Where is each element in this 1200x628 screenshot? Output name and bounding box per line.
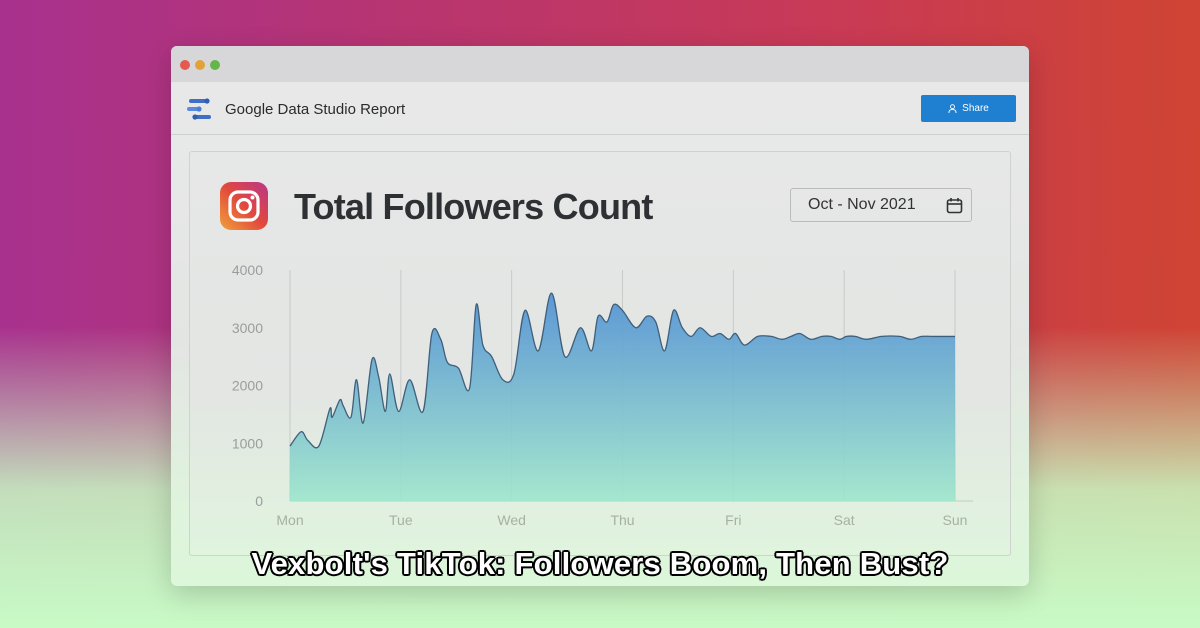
- window-titlebar: [171, 46, 1029, 82]
- share-button[interactable]: Share: [921, 95, 1016, 122]
- x-tick-label: Fri: [725, 512, 741, 528]
- followers-area-fill: [290, 293, 955, 501]
- y-tick-label: 1000: [232, 435, 263, 451]
- instagram-icon: [220, 182, 268, 230]
- share-button-label: Share: [962, 103, 989, 114]
- app-header: Google Data Studio Report Share: [171, 82, 1029, 135]
- maximize-window-button[interactable]: [210, 60, 220, 70]
- followers-series-line: [289, 292, 955, 449]
- y-tick-label: 0: [255, 493, 263, 509]
- x-tick-label: Sat: [834, 512, 855, 528]
- x-tick-label: Sun: [943, 512, 968, 528]
- page-title: Total Followers Count: [294, 186, 653, 227]
- x-tick-label: Thu: [610, 512, 634, 528]
- date-range-picker[interactable]: Oct - Nov 2021: [790, 188, 972, 222]
- y-tick-label: 2000: [232, 378, 263, 394]
- y-tick-label: 4000: [232, 262, 263, 278]
- headline-caption: Vexbolt's TikTok: Followers Boom, Then B…: [251, 546, 949, 581]
- followers-area-chart: 0 1000 2000 3000 4000 Mon Tue Wed Thu Fri Sat Sun: [232, 262, 973, 528]
- user-icon: [948, 104, 957, 113]
- y-tick-label: 3000: [232, 320, 263, 336]
- minimize-window-button[interactable]: [195, 60, 205, 70]
- logo-icon: [187, 98, 211, 120]
- report-window: Google Data Studio Report Share Total: [171, 46, 1029, 586]
- x-tick-label: Wed: [497, 512, 526, 528]
- close-window-button[interactable]: [180, 60, 190, 70]
- date-range-value: Oct - Nov 2021: [808, 196, 916, 213]
- calendar-icon: [946, 198, 963, 214]
- x-tick-label: Tue: [389, 512, 413, 528]
- app-title: Google Data Studio Report: [225, 101, 406, 118]
- x-tick-label: Mon: [276, 512, 303, 528]
